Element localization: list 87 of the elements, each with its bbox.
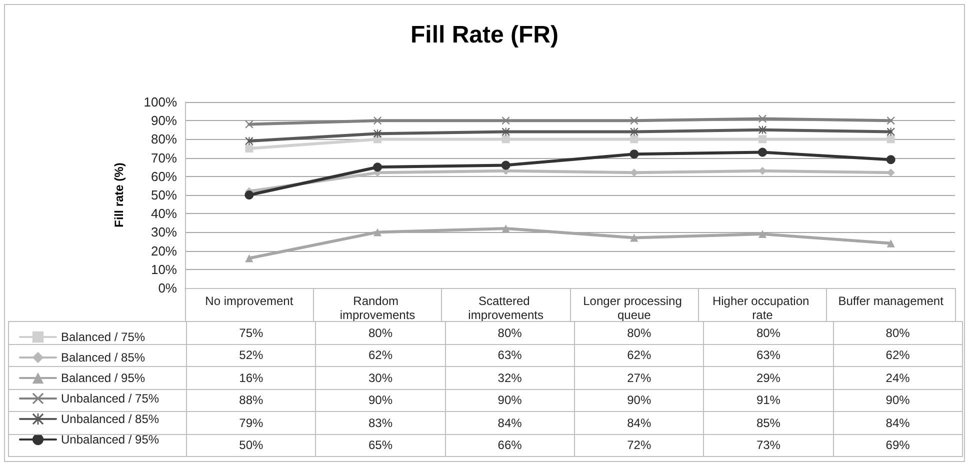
point — [886, 239, 895, 248]
point — [244, 190, 254, 200]
x-tick-label: Buffer management — [838, 294, 944, 308]
y-tick-label: 10% — [150, 262, 178, 277]
data-label: 65% — [316, 434, 446, 456]
point — [630, 234, 638, 242]
point — [245, 144, 254, 152]
x-tick-label: Random improvements — [340, 294, 416, 322]
y-tick-label: 20% — [150, 243, 178, 258]
data-label: 69% — [833, 434, 962, 456]
point — [245, 137, 254, 146]
data-label: 73% — [704, 434, 834, 456]
point — [502, 116, 510, 125]
data-label: 79% — [186, 412, 316, 434]
data-label: 84% — [574, 412, 704, 434]
y-tick-label: 100% — [144, 94, 178, 110]
legend-label: Balanced / 75% — [61, 330, 146, 344]
point — [886, 155, 896, 164]
y-tick-label: 70% — [150, 150, 178, 166]
y-tick-label: 90% — [150, 113, 178, 128]
data-label: 30% — [316, 366, 446, 389]
y-axis-title: Fill rate (%) — [112, 162, 126, 228]
legend-label: Balanced / 85% — [61, 350, 146, 364]
data-label: 88% — [186, 389, 316, 412]
y-tick-label: 0% — [158, 280, 178, 296]
data-label: 66% — [445, 434, 574, 456]
data-label: 72% — [574, 434, 704, 456]
point — [245, 254, 254, 262]
data-label: 84% — [833, 412, 962, 434]
point — [502, 135, 510, 144]
point — [630, 150, 639, 159]
point — [374, 130, 382, 138]
data-label: 83% — [316, 412, 446, 434]
data-label: 75% — [186, 322, 316, 344]
point — [374, 228, 382, 236]
data-label: 80% — [833, 322, 962, 344]
data-label: 24% — [833, 366, 962, 389]
legend-label: Balanced / 95% — [61, 371, 146, 385]
legend-label: Unbalanced / 85% — [61, 412, 160, 426]
data-label: 90% — [316, 389, 446, 412]
point — [886, 116, 895, 125]
point — [374, 116, 382, 125]
y-tick-label: 80% — [150, 132, 178, 147]
data-label: 62% — [833, 344, 962, 366]
data-label: 90% — [833, 389, 962, 412]
data-label: 63% — [445, 344, 574, 366]
data-label: 84% — [445, 412, 574, 434]
data-label: 80% — [574, 322, 704, 344]
point — [758, 114, 766, 123]
data-label: 52% — [186, 344, 316, 366]
x-tick-label: No improvement — [205, 294, 294, 308]
point — [630, 116, 638, 125]
data-label: 16% — [186, 366, 316, 389]
point — [886, 135, 895, 144]
data-label: 32% — [445, 366, 574, 389]
data-label: 91% — [704, 389, 834, 412]
point — [502, 224, 510, 232]
data-label: 62% — [316, 344, 446, 366]
x-tick-label: Scattered improvements — [468, 294, 544, 322]
chart-title: Fill Rate (FR) — [410, 22, 558, 48]
x-tick-label: Longer processing queue — [583, 294, 686, 322]
point — [245, 120, 254, 128]
data-label: 50% — [186, 434, 316, 456]
x-tick-label: Higher occupation rate — [712, 294, 813, 322]
point — [758, 135, 766, 144]
data-label: 90% — [574, 389, 704, 412]
point — [758, 126, 766, 134]
y-tick-label: 60% — [150, 168, 178, 184]
legend-label: Unbalanced / 95% — [61, 432, 160, 446]
data-label: 85% — [704, 412, 834, 434]
y-tick-label: 40% — [150, 206, 178, 222]
point — [758, 148, 767, 157]
point — [373, 162, 382, 172]
y-tick-label: 50% — [150, 188, 178, 202]
data-label: 80% — [704, 322, 834, 344]
y-tick-label: 30% — [150, 224, 178, 240]
point — [758, 230, 766, 238]
data-label: 62% — [574, 344, 704, 366]
point — [501, 160, 510, 170]
data-label: 63% — [704, 344, 834, 366]
data-label: 90% — [445, 389, 574, 412]
data-label: 80% — [316, 322, 446, 344]
data-label: 29% — [704, 366, 834, 389]
point — [630, 135, 638, 144]
legend-label: Unbalanced / 75% — [61, 392, 160, 406]
data-label: 80% — [445, 322, 574, 344]
data-label: 27% — [574, 366, 704, 389]
